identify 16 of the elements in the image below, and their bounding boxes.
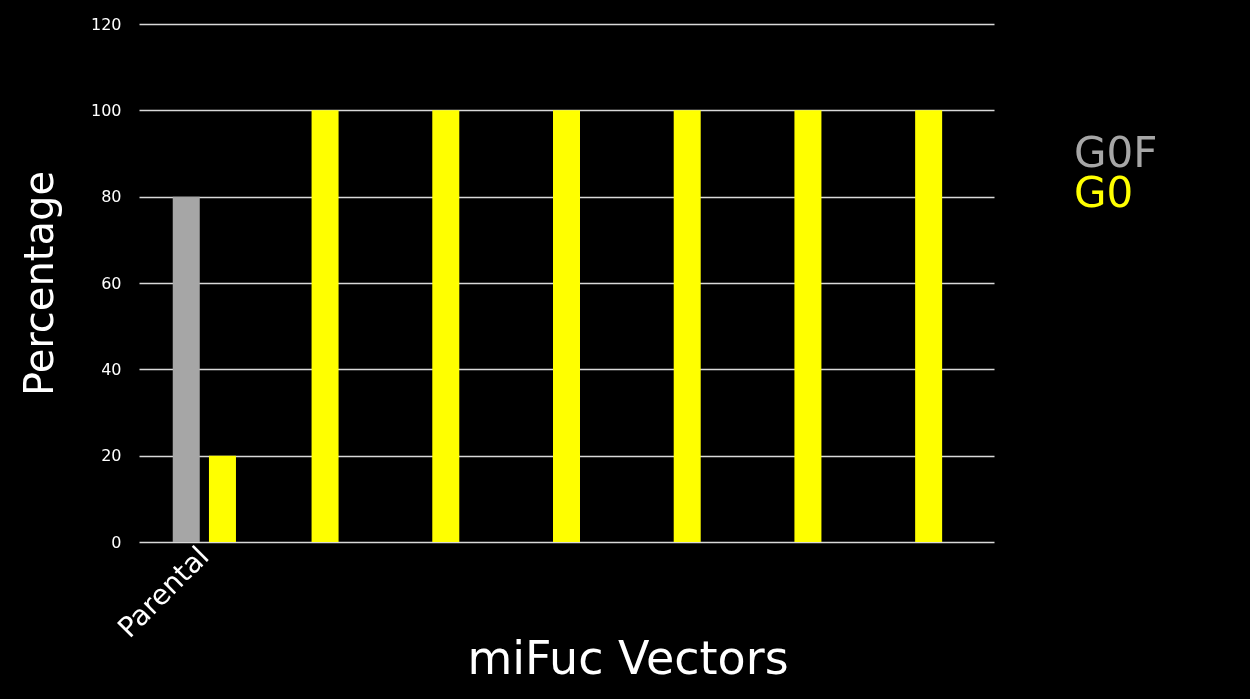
bar [794,110,822,542]
y-tick-label: 20 [101,446,122,466]
bar [432,110,460,542]
bar [673,110,701,542]
bar [553,110,580,542]
bar [915,110,943,542]
bar [311,110,339,542]
x-axis-title: miFuc Vectors [467,630,789,685]
y-tick-label: 60 [101,273,122,293]
y-tick-label: 40 [101,359,122,379]
text: G0 [1074,168,1134,217]
y-tick-label: 100 [90,100,122,120]
y-axis-title: Percentage [15,170,62,397]
y-tick-label: 120 [90,14,122,34]
bar [172,196,200,542]
y-tick-label: 80 [101,187,122,207]
